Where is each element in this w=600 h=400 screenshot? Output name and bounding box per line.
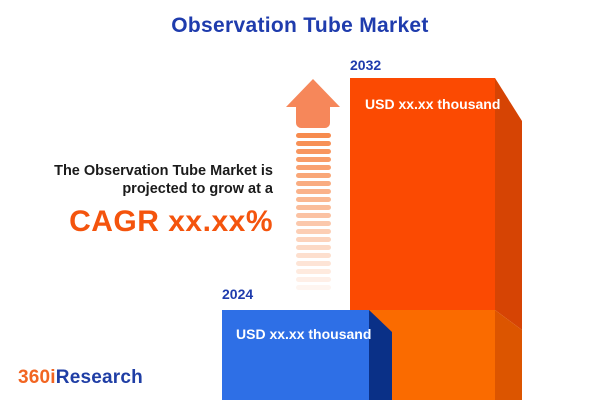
cagr-text: CAGR xx.xx% xyxy=(69,205,273,238)
bar-2024-side xyxy=(369,310,392,400)
bar-2032-year-label: 2032 xyxy=(350,57,382,73)
logo-prefix: 360i xyxy=(18,367,56,388)
bar-2032-front-upper xyxy=(350,78,495,310)
bar-2032-side-lower xyxy=(495,310,522,400)
bar-2032-value-label: USD xx.xx thousand xyxy=(365,96,501,112)
arrow-up-icon xyxy=(286,79,340,128)
description-line-2: projected to grow at a xyxy=(122,180,273,197)
bar-2032-side-upper xyxy=(495,78,522,330)
bar-2024-value-label: USD xx.xx thousand xyxy=(236,326,372,342)
page-title: Observation Tube Market xyxy=(171,14,429,37)
description-line-1: The Observation Tube Market is xyxy=(54,163,273,179)
logo-360iresearch: 360iResearch xyxy=(18,367,143,389)
growth-description: The Observation Tube Market is projected… xyxy=(20,163,273,239)
bar-2024-front xyxy=(222,310,369,400)
arrow-stripes xyxy=(295,133,331,293)
growth-arrow xyxy=(286,79,340,293)
logo-suffix: Research xyxy=(55,367,143,388)
bar-2024-year-label: 2024 xyxy=(222,286,254,302)
